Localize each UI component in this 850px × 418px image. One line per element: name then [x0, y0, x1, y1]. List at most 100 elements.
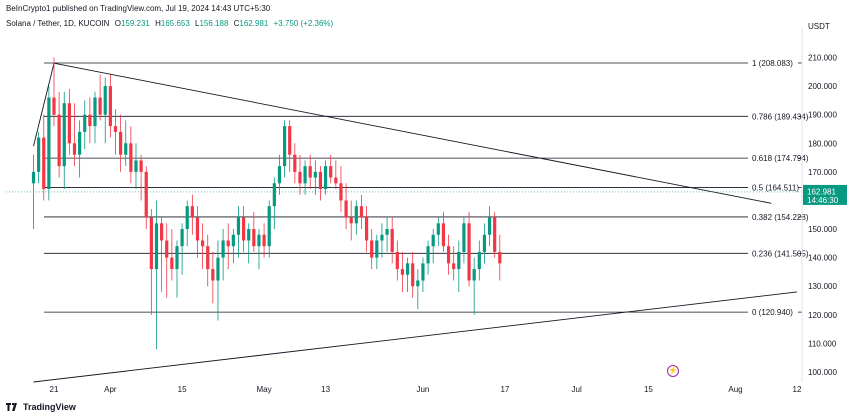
candle-body	[405, 263, 410, 275]
candle-body	[170, 257, 174, 270]
countdown-label: 14:46:30	[807, 196, 839, 205]
candle-body	[124, 143, 128, 155]
close-label: C	[233, 19, 240, 28]
candle-body	[139, 160, 143, 172]
candle-body	[190, 206, 194, 218]
tradingview-brand[interactable]: TradingView	[6, 402, 76, 412]
fib-label: 0.5 (164.511)	[752, 184, 799, 193]
candle-body	[349, 217, 353, 224]
x-tick-label: 12	[793, 385, 802, 394]
x-tick-label: 15	[644, 385, 653, 394]
time-axis[interactable]: 21 Apr 15 May 13 Jun 17 Jul 15 Aug 12	[50, 385, 802, 394]
candle-body	[441, 223, 446, 247]
current-price-label: 162.981	[807, 187, 836, 196]
candle-body	[226, 240, 230, 247]
y-tick-label: 100.000	[808, 368, 837, 377]
fib-label: 0.618 (174.794)	[752, 154, 809, 163]
y-tick-label: 130.000	[808, 282, 837, 291]
candle-body	[88, 114, 92, 127]
candle-body	[252, 229, 256, 247]
candle-body	[318, 171, 323, 190]
candle-body	[375, 240, 379, 258]
candle-body	[31, 171, 36, 184]
candle-body	[487, 217, 492, 235]
symbol-name[interactable]: Solana / Tether, 1D, KUCOIN	[6, 19, 110, 28]
candle-body	[426, 246, 430, 264]
candle-body	[334, 177, 338, 184]
x-tick-label: Aug	[728, 385, 742, 394]
candle-body	[457, 251, 461, 270]
candle-body	[262, 234, 266, 247]
candle-body	[303, 166, 307, 184]
candle-body	[354, 206, 358, 224]
candle-body	[400, 269, 405, 275]
candle-body	[180, 229, 184, 247]
y-tick-label: 190.000	[808, 111, 837, 120]
high-value: 165.653	[160, 19, 190, 28]
candle-body	[493, 217, 497, 252]
candle-body	[477, 251, 481, 270]
x-tick-label: 21	[50, 385, 59, 394]
symbol-legend: Solana / Tether, 1D, KUCOIN O159.231 H16…	[6, 19, 333, 28]
candle-body	[247, 229, 251, 241]
candle-body	[411, 263, 415, 287]
trendline-descending	[53, 62, 772, 204]
candle-body	[282, 126, 287, 167]
y-tick-label: 180.000	[808, 139, 837, 148]
candle-body	[498, 251, 502, 264]
price-axis[interactable]: 210.000200.000190.000180.000170.000160.0…	[808, 54, 837, 378]
candle-body	[313, 171, 317, 178]
candle-body	[119, 131, 123, 155]
x-tick-label: Jul	[572, 385, 582, 394]
candle-body	[446, 246, 451, 264]
candle-body	[144, 171, 148, 218]
candle-body	[431, 234, 435, 247]
x-tick-label: May	[257, 385, 272, 394]
fibonacci-levels: 1 (208.083) 0.786 (189.434) 0.618 (174.794…	[44, 59, 809, 317]
brand-name: TradingView	[23, 402, 76, 412]
candle-body	[57, 114, 61, 167]
candle-body	[113, 126, 118, 132]
low-label: L	[195, 19, 200, 28]
trendline-rally-leg	[33, 63, 55, 147]
candle-body	[72, 143, 77, 155]
candle-body	[416, 280, 420, 287]
candle-body	[364, 217, 369, 241]
change-value: +3.750 (+2.36%)	[273, 19, 334, 28]
fib-label: 0.236 (141.505)	[752, 249, 809, 258]
candle-body	[195, 217, 200, 241]
candle-body	[42, 137, 46, 190]
candle-body	[359, 206, 364, 218]
candle-body	[83, 114, 87, 132]
fib-label: 1 (208.083)	[752, 59, 793, 68]
y-tick-label: 140.000	[808, 254, 837, 263]
candle-body	[323, 166, 328, 190]
candle-body	[482, 234, 487, 252]
candle-body	[339, 183, 343, 201]
y-tick-label: 110.000	[808, 339, 837, 348]
candle-body	[390, 229, 394, 252]
candle-body	[436, 223, 440, 235]
candle-body	[93, 97, 97, 127]
candle-body	[165, 240, 169, 258]
candlestick-series	[31, 57, 502, 350]
y-tick-label: 200.000	[808, 82, 837, 91]
candle-body	[231, 234, 235, 247]
candle-body	[421, 263, 425, 281]
candle-body	[298, 171, 302, 184]
candle-body	[472, 269, 476, 281]
y-tick-label: 120.000	[808, 311, 837, 320]
candle-body	[221, 240, 225, 258]
y-tick-label: 170.000	[808, 168, 837, 177]
trendlines	[6, 62, 802, 383]
candle-body	[98, 97, 102, 115]
publish-info: BeInCrypto1 published on TradingView.com…	[6, 4, 271, 13]
trendline-ascending	[33, 291, 798, 383]
currency-label[interactable]: USDT	[808, 22, 830, 31]
candle-body	[277, 166, 282, 184]
candle-body	[47, 97, 51, 190]
candle-body	[293, 154, 297, 172]
candle-body	[62, 103, 66, 167]
flash-icon[interactable]: ⚡	[667, 365, 679, 377]
